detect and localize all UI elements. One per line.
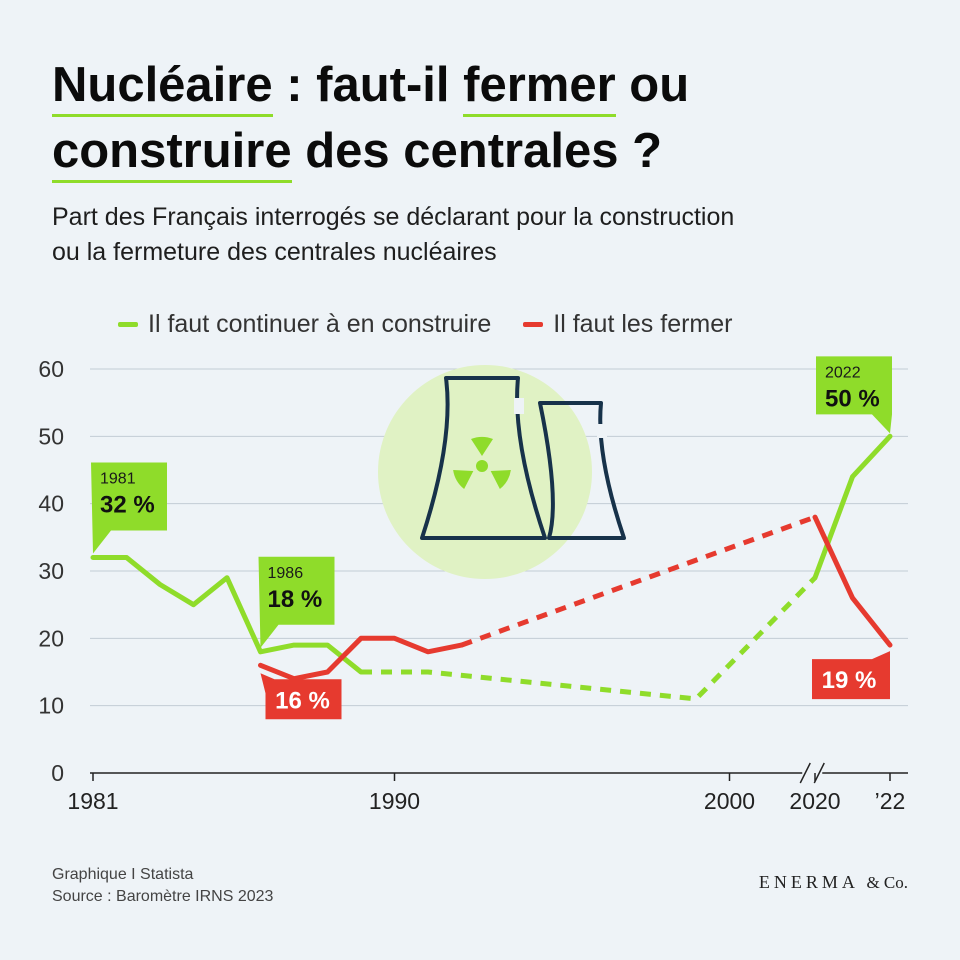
series-line-close xyxy=(812,514,893,648)
subtitle-line-1: Part des Français interrogés se déclaran… xyxy=(52,203,735,231)
brand-logo: ENERMA & Co. xyxy=(759,872,908,893)
x-tick-label: 1990 xyxy=(369,788,420,814)
callout-bubble xyxy=(816,356,892,434)
legend-label-build: Il faut continuer à en construire xyxy=(148,309,492,338)
title-text-1: : faut-il xyxy=(272,58,464,112)
series-line-dashed-close xyxy=(460,514,816,648)
tower-gap-mask-2 xyxy=(597,424,607,438)
annotation-value: 32 % xyxy=(100,492,155,519)
subtitle-line-2: ou la fermeture des centrales nucléaires xyxy=(52,238,497,266)
label-box xyxy=(812,651,890,700)
chart-title: Nucléaire : faut-il fermer ou construire… xyxy=(52,52,912,184)
legend-swatch-close xyxy=(523,321,544,327)
annotation-value: 19 % xyxy=(822,667,877,694)
data-label-close-2022: 19 % xyxy=(812,651,890,700)
radiation-icon xyxy=(453,436,511,490)
footer: Graphique I Statista Source : Baromètre … xyxy=(52,864,273,908)
title-text-3: des centrales ? xyxy=(291,124,663,178)
legend-item-close: Il faut les fermer xyxy=(523,310,732,339)
series-line-dashed-build xyxy=(361,575,817,702)
y-tick-label: 60 xyxy=(38,356,64,382)
x-tick-label: 2020 xyxy=(789,788,840,814)
annotation-year: 2022 xyxy=(825,364,861,381)
footer-graphic-credit: Graphique I Statista xyxy=(52,866,194,883)
callout-bubble xyxy=(258,556,335,648)
footer-source: Source : Baromètre IRNS 2023 xyxy=(52,888,274,905)
axis-break-mask xyxy=(802,761,823,785)
annotation-value: 50 % xyxy=(825,385,880,412)
callout-bubble xyxy=(91,462,167,554)
x-tick-label: ’22 xyxy=(875,788,906,814)
data-label-build-1981: 1981 32 % xyxy=(91,462,167,554)
annotation-value: 18 % xyxy=(268,586,323,613)
title-text-2: ou xyxy=(615,58,690,112)
series-line-close xyxy=(258,635,464,682)
y-tick-label: 0 xyxy=(51,760,64,786)
nuclear-plant-icon xyxy=(378,365,626,579)
label-box xyxy=(260,673,342,720)
series-line-build xyxy=(90,555,364,675)
data-label-close-1986: 16 % xyxy=(260,673,342,720)
series-line-build xyxy=(812,433,893,581)
y-tick-label: 10 xyxy=(38,693,64,719)
legend-item-build: Il faut continuer à en construire xyxy=(118,310,491,339)
title-word-fermer: fermer xyxy=(463,58,616,117)
x-tick-label: 1981 xyxy=(67,788,118,814)
annotation-year: 1986 xyxy=(268,565,304,582)
brand-suffix: & Co. xyxy=(866,873,908,892)
data-label-build-1986: 1986 18 % xyxy=(258,556,335,648)
legend-label-close: Il faut les fermer xyxy=(553,309,733,338)
data-label-build-2022: 2022 50 % xyxy=(816,356,892,434)
title-word-nucleaire: Nucléaire xyxy=(52,58,273,117)
tower-gap-mask xyxy=(514,398,524,414)
icon-background-circle xyxy=(378,365,592,579)
legend-swatch-build xyxy=(118,321,138,327)
y-tick-label: 50 xyxy=(38,423,64,449)
y-tick-label: 40 xyxy=(38,491,64,517)
axis-break-mark xyxy=(813,762,825,784)
axis-break-mark xyxy=(799,762,811,784)
annotation-value: 16 % xyxy=(275,687,330,714)
chart-subtitle: Part des Français interrogés se déclaran… xyxy=(52,200,912,270)
y-tick-label: 20 xyxy=(38,625,64,651)
brand-name: ENERMA xyxy=(758,872,858,892)
legend: Il faut continuer à en construire Il fau… xyxy=(118,308,764,340)
annotation-year: 1981 xyxy=(100,471,136,488)
y-tick-label: 30 xyxy=(38,558,64,584)
title-word-construire: construire xyxy=(52,124,292,183)
x-tick-label: 2000 xyxy=(704,788,755,814)
